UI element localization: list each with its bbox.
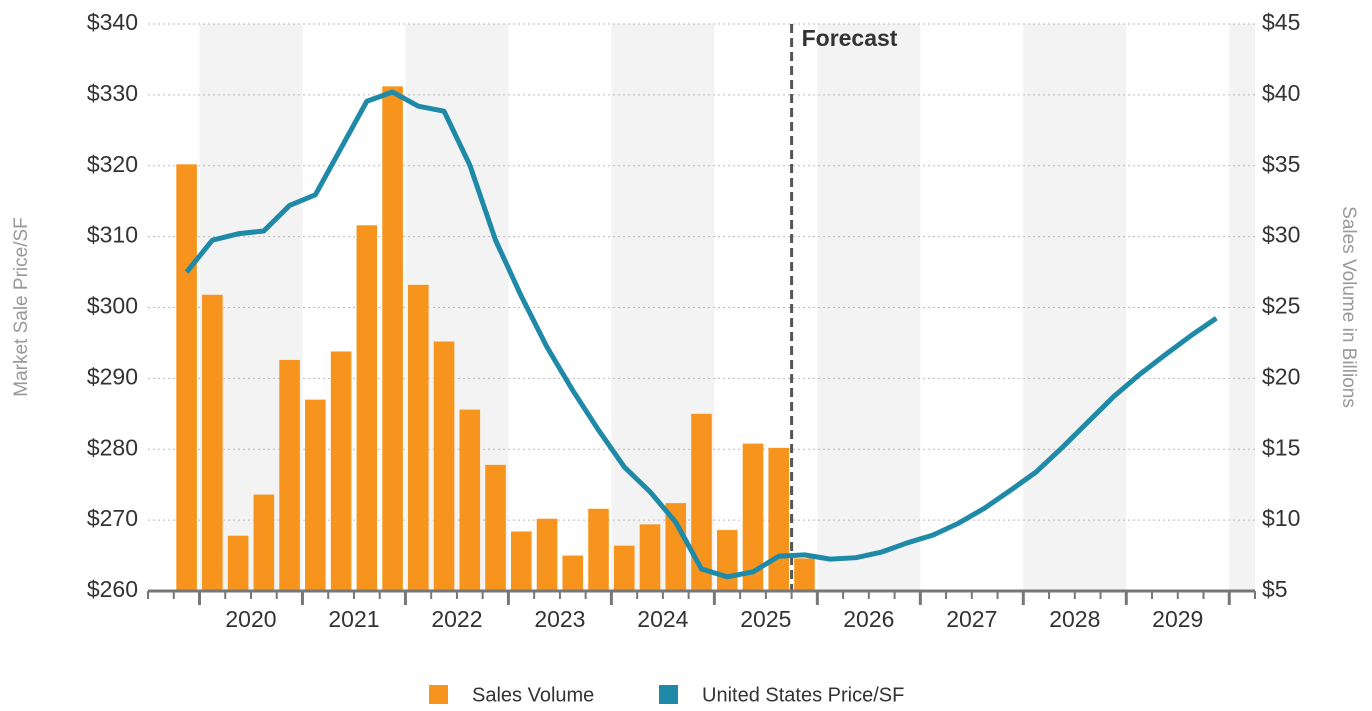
bar xyxy=(562,555,584,591)
y2-tick-label: $10 xyxy=(1262,505,1300,531)
legend-label: United States Price/SF xyxy=(702,684,904,706)
x-tick-label: 2029 xyxy=(1152,606,1203,632)
bar xyxy=(408,284,429,591)
bar xyxy=(459,409,481,591)
y2-tick-label: $30 xyxy=(1262,222,1300,248)
bar xyxy=(613,545,635,591)
y2-tick-label: $15 xyxy=(1262,434,1300,460)
y2-tick-label: $25 xyxy=(1262,293,1300,319)
y-tick-label: $270 xyxy=(87,505,138,531)
price-line xyxy=(184,89,1218,580)
bar xyxy=(433,341,455,591)
bar xyxy=(227,535,249,591)
x-tick-label: 2024 xyxy=(637,606,688,632)
y2-tick-label: $20 xyxy=(1262,363,1300,389)
y-tick-label: $330 xyxy=(87,80,138,106)
x-tick-label: 2022 xyxy=(431,606,482,632)
y-tick-label: $310 xyxy=(87,222,138,248)
bar xyxy=(279,359,300,591)
bar xyxy=(665,503,687,591)
x-tick-label: 2020 xyxy=(225,606,276,632)
bar xyxy=(485,464,506,591)
x-tick-label: 2023 xyxy=(534,606,585,632)
y2-tick-label: $45 xyxy=(1262,9,1300,35)
bar xyxy=(794,558,815,591)
bar xyxy=(536,518,558,591)
bar xyxy=(305,399,326,591)
y2-tick-label: $40 xyxy=(1262,80,1300,106)
bar xyxy=(176,164,197,591)
bar xyxy=(356,225,378,591)
bar xyxy=(382,86,403,592)
legend-swatch xyxy=(659,685,678,704)
y-tick-label: $340 xyxy=(87,9,138,35)
y2-axis-title: Sales Volume in Billions xyxy=(1338,206,1359,408)
x-tick-label: 2025 xyxy=(740,606,791,632)
bar xyxy=(510,531,532,591)
x-tick-label: 2027 xyxy=(946,606,997,632)
bar xyxy=(716,530,738,591)
y-tick-label: $290 xyxy=(87,363,138,389)
y-tick-label: $260 xyxy=(87,576,138,602)
forecast-label: Forecast xyxy=(802,25,898,51)
bar xyxy=(588,508,609,591)
y-tick-label: $300 xyxy=(87,293,138,319)
y-tick-label: $320 xyxy=(87,151,138,177)
x-tick-label: 2028 xyxy=(1049,606,1100,632)
bar xyxy=(691,413,712,591)
bar xyxy=(768,447,790,591)
x-tick-label: 2021 xyxy=(328,606,379,632)
y-tick-label: $280 xyxy=(87,434,138,460)
bar xyxy=(330,351,352,591)
bar xyxy=(202,294,223,591)
x-tick-label: 2026 xyxy=(843,606,894,632)
bar xyxy=(742,443,764,591)
legend-swatch xyxy=(429,685,448,704)
legend-label: Sales Volume xyxy=(472,684,594,706)
y-axis-title: Market Sale Price/SF xyxy=(11,217,32,397)
y2-tick-label: $5 xyxy=(1262,576,1288,602)
bar xyxy=(639,524,661,591)
bar xyxy=(253,494,275,591)
y2-tick-label: $35 xyxy=(1262,151,1300,177)
